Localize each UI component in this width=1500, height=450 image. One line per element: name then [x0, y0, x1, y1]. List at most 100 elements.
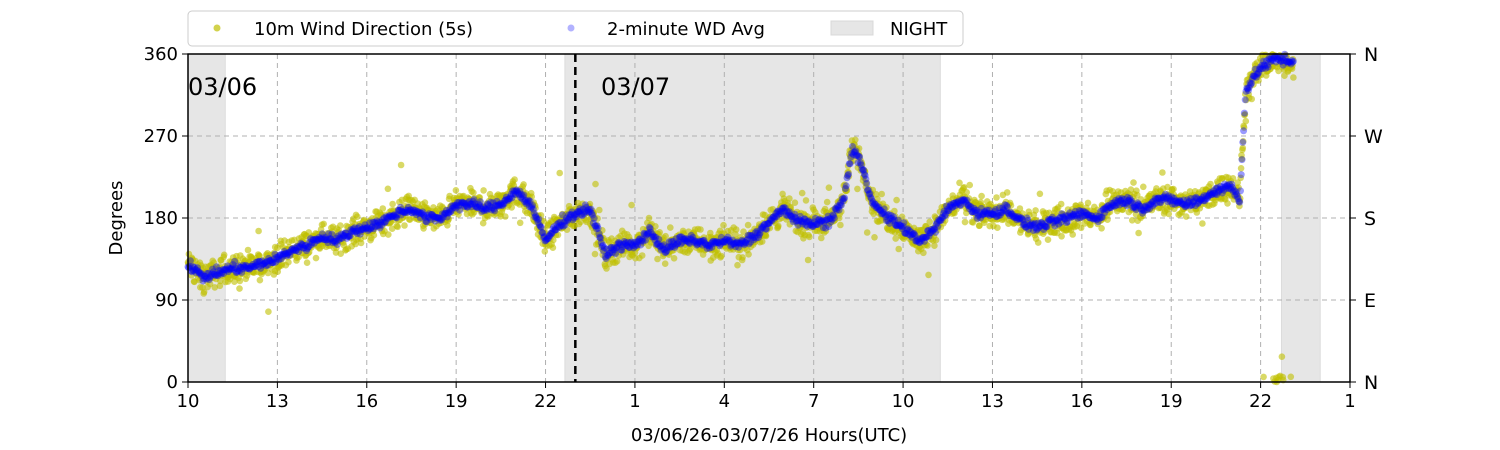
- date-label-0306: 03/06: [188, 73, 257, 101]
- wd-5s-point: [745, 251, 752, 258]
- wd-5s-point: [758, 238, 766, 245]
- legend-label-night: NIGHT: [890, 19, 948, 40]
- x-tick-label: 16: [355, 391, 378, 412]
- wd-5s-point: [720, 221, 727, 229]
- wd-5s-point: [1044, 236, 1052, 243]
- wd-5s-point: [1130, 179, 1137, 186]
- wd-5s-point: [528, 193, 535, 200]
- wd-5s-point: [502, 213, 509, 220]
- x-tick-label: 22: [1249, 391, 1272, 412]
- wd-5s-point: [775, 222, 782, 230]
- wd-5s-point: [593, 221, 600, 229]
- wd-5s-point: [766, 224, 774, 232]
- wd-avg-point: [1236, 198, 1244, 206]
- wd-avg-point: [1238, 156, 1246, 164]
- wd-5s-point: [638, 252, 646, 259]
- wd-5s-point: [445, 215, 453, 223]
- wd-5s-point: [1237, 165, 1245, 172]
- wd-5s-point: [1242, 117, 1250, 125]
- wd-5s-point: [854, 185, 861, 193]
- wd-5s-point: [563, 226, 571, 233]
- wd-5s-point: [401, 222, 408, 229]
- wd-5s-point: [333, 244, 340, 252]
- wd-5s-point: [370, 231, 378, 239]
- wd-5s-point: [452, 187, 460, 194]
- wd-5s-point: [878, 190, 885, 198]
- wd-5s-point: [734, 261, 741, 269]
- y-right-tick-label: N: [1364, 372, 1378, 394]
- wd-5s-point: [1207, 180, 1214, 188]
- legend-label-avg: 2-minute WD Avg: [607, 19, 765, 40]
- wd-avg-point: [932, 228, 939, 236]
- wd-avg-point: [1240, 109, 1248, 117]
- wd-5s-point: [389, 200, 396, 208]
- wd-5s-point: [739, 254, 746, 261]
- x-tick-label: 16: [1070, 391, 1093, 412]
- wd-5s-point: [265, 308, 272, 316]
- wd-5s-point: [1248, 95, 1255, 103]
- wd-5s-point: [594, 215, 601, 222]
- x-tick-label: 19: [445, 391, 468, 412]
- wd-5s-point: [256, 276, 264, 284]
- wd-5s-point: [656, 229, 663, 236]
- x-tick-label: 10: [892, 391, 915, 412]
- wd-5s-point: [633, 244, 641, 251]
- wd-5s-point: [216, 282, 224, 290]
- wd-5s-point: [312, 254, 320, 262]
- y-tick-label: 180: [144, 208, 178, 229]
- x-axis-label: 03/06/26-03/07/26 Hours(UTC): [631, 425, 907, 446]
- wd-avg-point: [1289, 57, 1297, 65]
- wd-5s-point: [1098, 225, 1105, 232]
- x-tick-label: 1: [629, 391, 640, 412]
- wd-5s-point: [217, 277, 224, 285]
- wd-5s-point: [920, 249, 927, 257]
- wd-5s-point: [932, 236, 940, 244]
- legend-marker-avg: [567, 24, 575, 32]
- wd-5s-point: [661, 260, 669, 268]
- wd-5s-point: [586, 200, 594, 208]
- legend-marker-night: [830, 20, 874, 36]
- wd-5s-point: [804, 256, 812, 264]
- wd-5s-point: [210, 259, 218, 267]
- wd-5s-point: [1036, 190, 1044, 198]
- wd-5s-point: [244, 246, 252, 254]
- wd-5s-point: [554, 231, 562, 239]
- wd-5s-point: [652, 223, 659, 230]
- wd-5s-point: [855, 145, 863, 152]
- wd-5s-point: [823, 198, 831, 206]
- wd-5s-point: [670, 254, 678, 262]
- wd-5s-point: [220, 251, 228, 259]
- wd-5s-point: [303, 259, 311, 267]
- wd-5s-point: [540, 217, 547, 225]
- wd-5s-point: [455, 211, 462, 218]
- wd-5s-point: [838, 208, 845, 215]
- wd-5s-point: [1260, 373, 1267, 381]
- wd-5s-point: [1077, 201, 1084, 209]
- wd-5s-point: [837, 221, 844, 229]
- wd-avg-point: [590, 215, 598, 222]
- wd-5s-point: [532, 204, 539, 212]
- wd-5s-point: [850, 157, 857, 164]
- wd-5s-point: [874, 195, 881, 203]
- wd-5s-point: [550, 236, 557, 244]
- x-tick-label: 13: [266, 391, 289, 412]
- wd-5s-point: [860, 174, 868, 181]
- wd-5s-point: [744, 221, 752, 229]
- wd-5s-point: [822, 227, 830, 235]
- wd-5s-point: [479, 219, 487, 227]
- legend-marker-5s: [213, 24, 221, 32]
- wd-5s-point: [231, 278, 238, 286]
- x-tick-label: 7: [808, 391, 819, 412]
- y-right-tick-label: E: [1364, 290, 1376, 312]
- wd-5s-point: [1069, 231, 1076, 238]
- wd-5s-point: [211, 284, 219, 291]
- y-tick-label: 360: [144, 44, 178, 65]
- wd-5s-point: [591, 250, 599, 258]
- wd-5s-point: [858, 161, 866, 168]
- wd-avg-point: [1241, 96, 1249, 104]
- wd-avg-point: [842, 182, 850, 190]
- wd-5s-point: [516, 219, 524, 227]
- x-tick-label: 1: [1344, 391, 1355, 412]
- wd-5s-point: [613, 258, 621, 265]
